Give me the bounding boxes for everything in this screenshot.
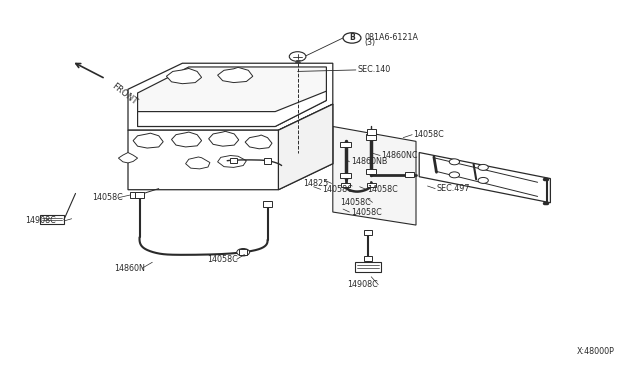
Text: 14058C: 14058C (322, 185, 353, 194)
Text: 14058C: 14058C (351, 208, 381, 217)
Text: 081A6-6121A: 081A6-6121A (365, 33, 419, 42)
Circle shape (478, 177, 488, 183)
Polygon shape (209, 131, 239, 146)
Bar (340, 142, 351, 147)
Text: 14908C: 14908C (347, 280, 378, 289)
Text: 14058C: 14058C (92, 193, 123, 202)
Bar (264, 158, 271, 164)
Bar (405, 172, 414, 177)
Bar (367, 183, 376, 187)
Polygon shape (355, 262, 381, 272)
Bar (239, 249, 248, 255)
Bar (341, 183, 350, 187)
Bar (230, 158, 237, 163)
Polygon shape (186, 157, 210, 169)
Circle shape (449, 159, 460, 165)
Text: (3): (3) (365, 38, 376, 47)
Polygon shape (419, 153, 550, 203)
Polygon shape (278, 104, 333, 190)
Text: 14058C: 14058C (413, 130, 444, 139)
Bar (364, 256, 372, 261)
Polygon shape (166, 68, 202, 84)
Bar (366, 169, 376, 174)
Text: 14058C: 14058C (340, 198, 371, 207)
Bar (136, 192, 144, 198)
Polygon shape (218, 155, 246, 167)
Bar (367, 129, 376, 135)
Text: SEC.497: SEC.497 (436, 184, 470, 193)
Text: B: B (349, 33, 355, 42)
Polygon shape (333, 126, 416, 225)
Bar (364, 230, 372, 235)
Bar (264, 201, 272, 206)
Bar (130, 192, 139, 198)
Circle shape (478, 164, 488, 170)
Text: 14860N: 14860N (114, 264, 145, 273)
Text: 14860NC: 14860NC (381, 151, 418, 160)
Circle shape (449, 172, 460, 178)
Polygon shape (128, 63, 333, 130)
Polygon shape (40, 215, 64, 224)
Text: 14908C: 14908C (26, 217, 56, 225)
Polygon shape (138, 67, 326, 126)
Polygon shape (138, 91, 326, 126)
Text: 14058C: 14058C (367, 185, 398, 194)
Polygon shape (118, 153, 138, 163)
Polygon shape (133, 133, 163, 148)
Polygon shape (128, 104, 333, 190)
Circle shape (237, 248, 250, 256)
Polygon shape (218, 67, 253, 83)
Text: FRONT: FRONT (110, 81, 139, 106)
Circle shape (289, 52, 306, 61)
Bar (366, 134, 376, 140)
Bar (340, 173, 351, 178)
Text: 14058C: 14058C (207, 255, 237, 264)
Text: 14860NB: 14860NB (351, 157, 387, 166)
Text: X:48000P: X:48000P (577, 347, 614, 356)
Text: SEC.140: SEC.140 (357, 65, 390, 74)
Polygon shape (245, 135, 272, 149)
Text: 14825: 14825 (303, 179, 328, 188)
Polygon shape (172, 132, 202, 147)
